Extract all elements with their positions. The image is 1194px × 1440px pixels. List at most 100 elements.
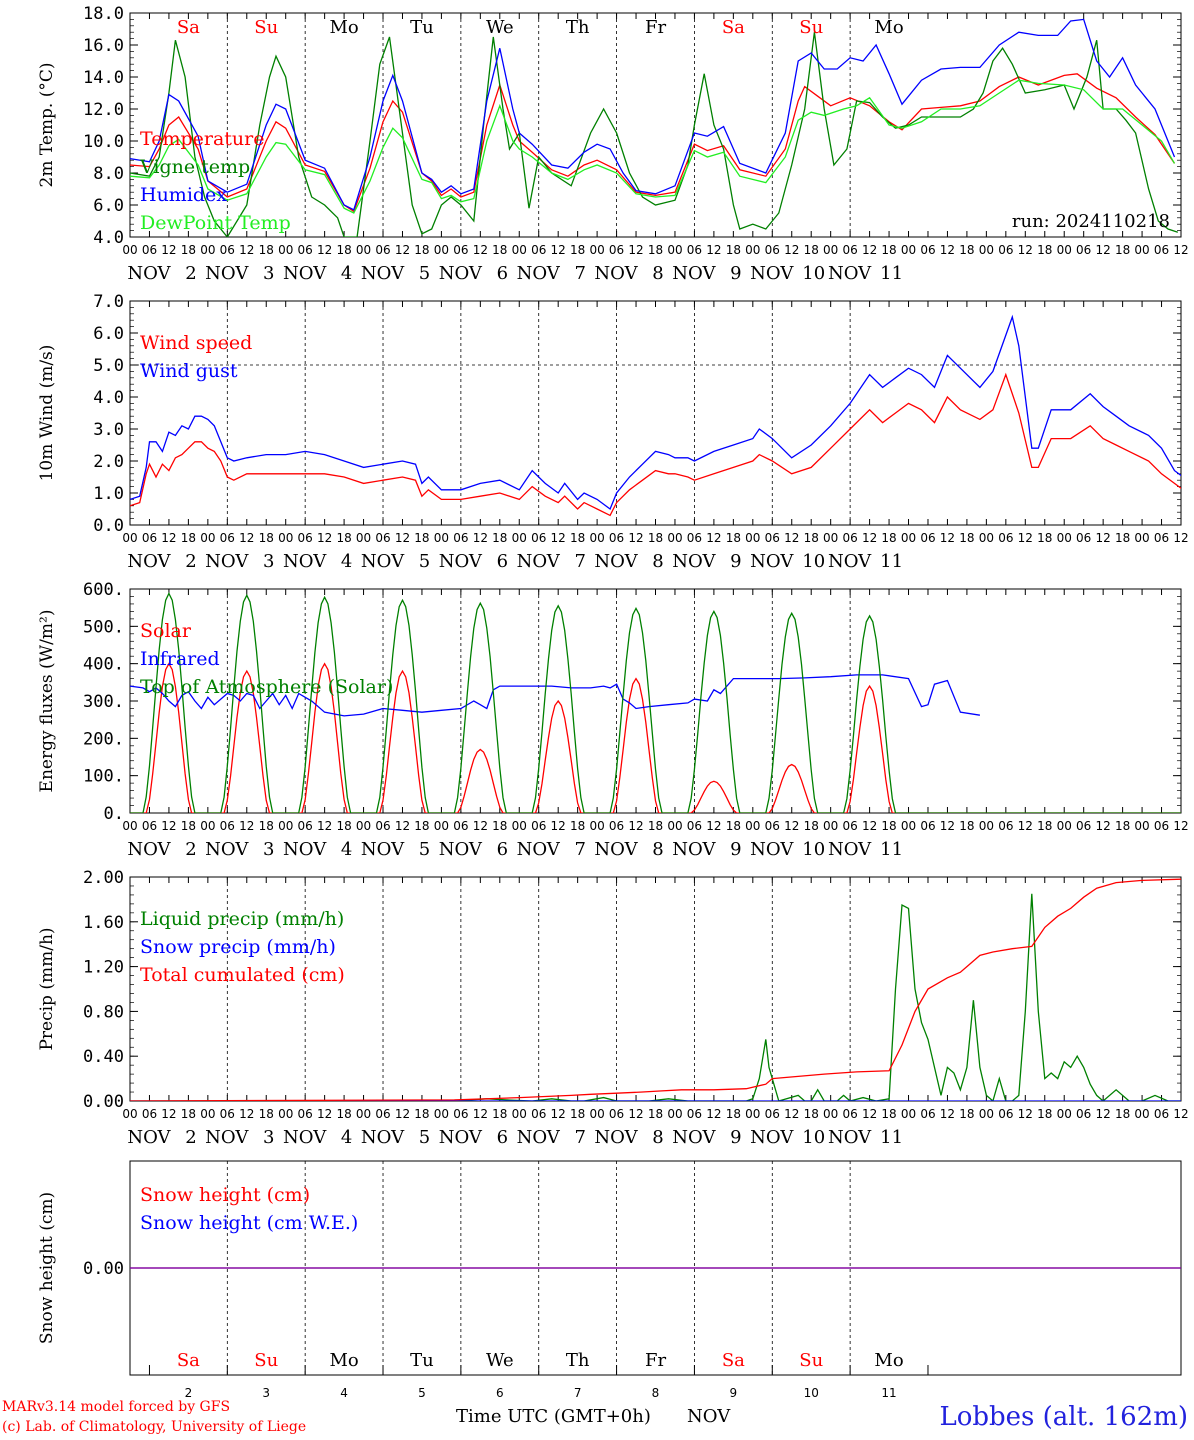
legend-entry: Infrared	[140, 648, 220, 670]
x-day-label: 8	[652, 263, 663, 284]
x-month-label: NOV	[283, 263, 327, 284]
station-label: Lobbes (alt. 162m)	[939, 1402, 1188, 1432]
x-hour-label: 12	[862, 1107, 877, 1121]
x-month-label: NOV	[361, 839, 405, 860]
x-hour-label: 00	[901, 1107, 916, 1121]
x-hour-label: 00	[745, 819, 760, 833]
x-hour-label: 18	[414, 1107, 429, 1121]
x-hour-label: 06	[142, 819, 157, 833]
x-hour-label: 12	[1173, 819, 1188, 833]
x-hour-label: 06	[142, 531, 157, 545]
x-month-label: NOV	[594, 839, 638, 860]
x-day-label: 4	[341, 551, 352, 572]
x-hour-label: 18	[1037, 531, 1052, 545]
x-hour-label: 00	[1057, 819, 1072, 833]
x-hour-label: 12	[1018, 819, 1033, 833]
x-hour-label: 06	[298, 819, 313, 833]
x-hour-label: 00	[122, 1107, 137, 1121]
x-hour-label: 12	[473, 531, 488, 545]
x-day-label: 2	[185, 1127, 196, 1148]
x-day-label: 6	[497, 1127, 508, 1148]
y-tick-label: 300.	[83, 692, 124, 712]
x-hour-label: 00	[278, 531, 293, 545]
x-hour-label: 06	[842, 531, 857, 545]
x-hour-label: 18	[181, 243, 196, 257]
x-hour-label: 06	[375, 243, 390, 257]
y-tick-label: 600.	[83, 580, 124, 600]
x-hour-label: 12	[940, 531, 955, 545]
y-tick-label: 1.20	[83, 958, 124, 978]
x-hour-label: 00	[512, 819, 527, 833]
weekday-label: Th	[566, 1350, 590, 1371]
x-month-label: NOV	[517, 551, 561, 572]
x-hour-label: 06	[842, 243, 857, 257]
x-month-label: NOV	[594, 551, 638, 572]
x-hour-label: 12	[1173, 243, 1188, 257]
y-tick-label: 2.0	[93, 452, 124, 472]
x-hour-label: 12	[239, 243, 254, 257]
x-hour-label: 00	[745, 531, 760, 545]
x-hour-label: 06	[920, 819, 935, 833]
x-hour-label: 06	[609, 531, 624, 545]
x-hour-label: 12	[551, 819, 566, 833]
x-hour-label: 18	[336, 819, 351, 833]
x-hour-label: 12	[473, 243, 488, 257]
x-hour-label: 00	[1134, 531, 1149, 545]
x-hour-label: 18	[181, 1107, 196, 1121]
x-month-label: NOV	[127, 1127, 171, 1148]
x-day-number: 4	[340, 1386, 348, 1400]
x-hour-label: 00	[434, 243, 449, 257]
series-line-total-cumulated-cm-	[130, 878, 1181, 1101]
x-month-label: NOV	[205, 263, 249, 284]
x-hour-label: 12	[395, 531, 410, 545]
x-hour-label: 12	[239, 1107, 254, 1121]
x-month-label: NOV	[283, 1127, 327, 1148]
series-line-humidex	[130, 18, 1176, 211]
y-tick-label: 18.0	[83, 4, 124, 24]
x-hour-label: 12	[1096, 531, 1111, 545]
x-hour-label: 18	[881, 819, 896, 833]
y-axis-label: 10m Wind (m/s)	[37, 345, 57, 482]
x-hour-label: 06	[687, 819, 702, 833]
x-hour-label: 12	[628, 243, 643, 257]
panel-frame	[129, 588, 1182, 814]
x-hour-label: 06	[842, 1107, 857, 1121]
y-tick-label: 6.0	[93, 196, 124, 216]
x-hour-label: 18	[959, 243, 974, 257]
x-hour-label: 06	[920, 243, 935, 257]
legend-entry: Snow height (cm)	[140, 1184, 310, 1206]
x-hour-label: 06	[609, 1107, 624, 1121]
copyright-credit: (c) Lab. of Climatology, University of L…	[2, 1419, 307, 1435]
x-hour-label: 12	[317, 531, 332, 545]
weekday-label: Fr	[645, 17, 666, 38]
y-tick-label: 200.	[83, 729, 124, 749]
x-hour-label: 06	[1076, 819, 1091, 833]
x-hour-label: 06	[220, 819, 235, 833]
x-hour-label: 12	[161, 819, 176, 833]
y-tick-label: 14.0	[83, 68, 124, 88]
x-hour-label: 00	[1134, 1107, 1149, 1121]
x-day-number: 5	[418, 1386, 426, 1400]
x-month-label: NOV	[283, 839, 327, 860]
y-tick-label: 3.0	[93, 420, 124, 440]
x-hour-label: 18	[414, 819, 429, 833]
x-hour-label: 12	[784, 819, 799, 833]
x-hour-label: 18	[492, 531, 507, 545]
x-hour-label: 00	[512, 531, 527, 545]
y-tick-label: 100.	[83, 767, 124, 787]
x-day-label: 3	[263, 263, 274, 284]
weekday-label: Sa	[177, 1350, 200, 1371]
series-group	[130, 592, 1181, 813]
x-hour-label: 12	[1096, 1107, 1111, 1121]
x-day-label: 3	[263, 1127, 274, 1148]
x-month-label: NOV	[127, 839, 171, 860]
x-day-number: 11	[881, 1386, 896, 1400]
x-hour-label: 00	[823, 819, 838, 833]
x-month-label: NOV	[361, 263, 405, 284]
x-hour-label: 00	[823, 243, 838, 257]
x-hour-label: 06	[765, 1107, 780, 1121]
x-hour-label: 12	[317, 243, 332, 257]
x-hour-label: 00	[1057, 243, 1072, 257]
x-hour-label: 00	[823, 1107, 838, 1121]
x-hour-label: 06	[1154, 819, 1169, 833]
